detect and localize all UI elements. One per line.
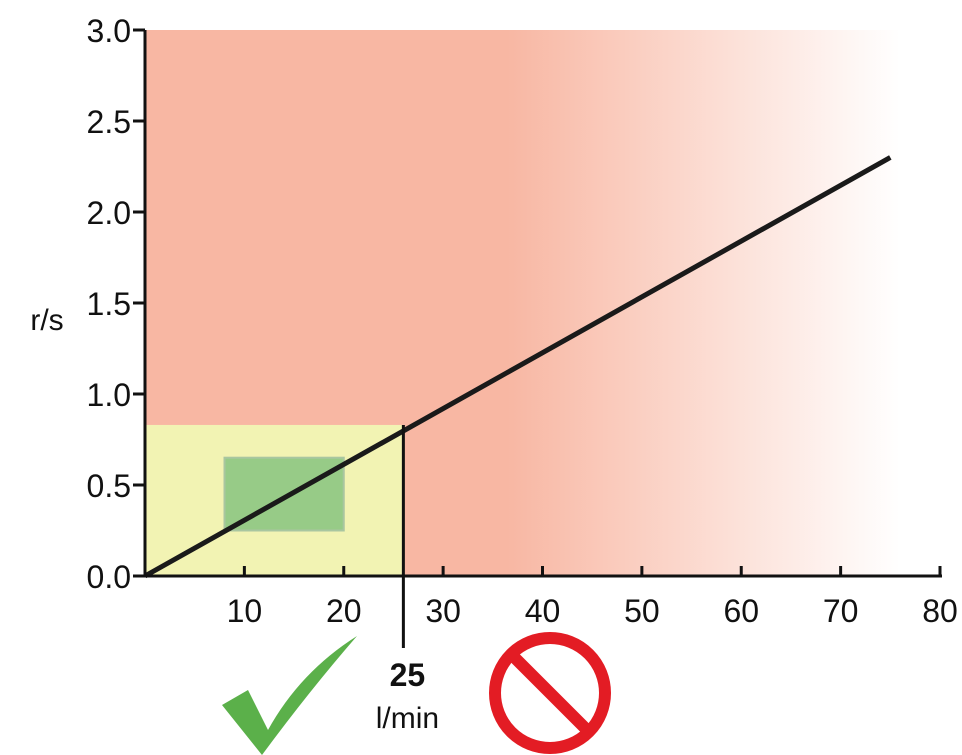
red-prohibited-icon [489,632,611,754]
y-tick-label: 0.5 [87,468,131,504]
y-tick-label: 2.0 [87,195,131,231]
series-line-0 [143,155,892,579]
series-layer [143,155,892,579]
limit-marker-value: 25 [390,657,426,693]
y-tick-label: 0.0 [87,559,131,595]
tick-layer: 0.0 0.5 1.0 1.5 2.0 2.5 3.0 10 20 30 40 50 60 70 80 [87,13,958,629]
y-tick-label: 3.0 [87,13,131,49]
y-tick-label: 2.5 [87,104,131,140]
y-axis-label: r/s [30,304,63,337]
x-tick-label: 80 [922,593,958,629]
x-tick-label: 10 [227,593,263,629]
x-tick-label: 70 [823,593,859,629]
checkmark-shape [222,636,357,755]
x-tick-label: 30 [425,593,461,629]
limit-marker: 25 l/min [376,424,439,735]
x-tick-label: 60 [723,593,759,629]
x-tick-label: 40 [525,593,561,629]
prohibited-circle [489,632,611,754]
x-tick-label: 20 [326,593,362,629]
y-tick-label: 1.0 [87,377,131,413]
x-tick-label: 50 [624,593,660,629]
green-checkmark-icon [222,636,357,755]
limit-marker-unit: l/min [376,702,439,735]
prohibited-slash [508,651,592,735]
y-tick-label: 1.5 [87,286,131,322]
